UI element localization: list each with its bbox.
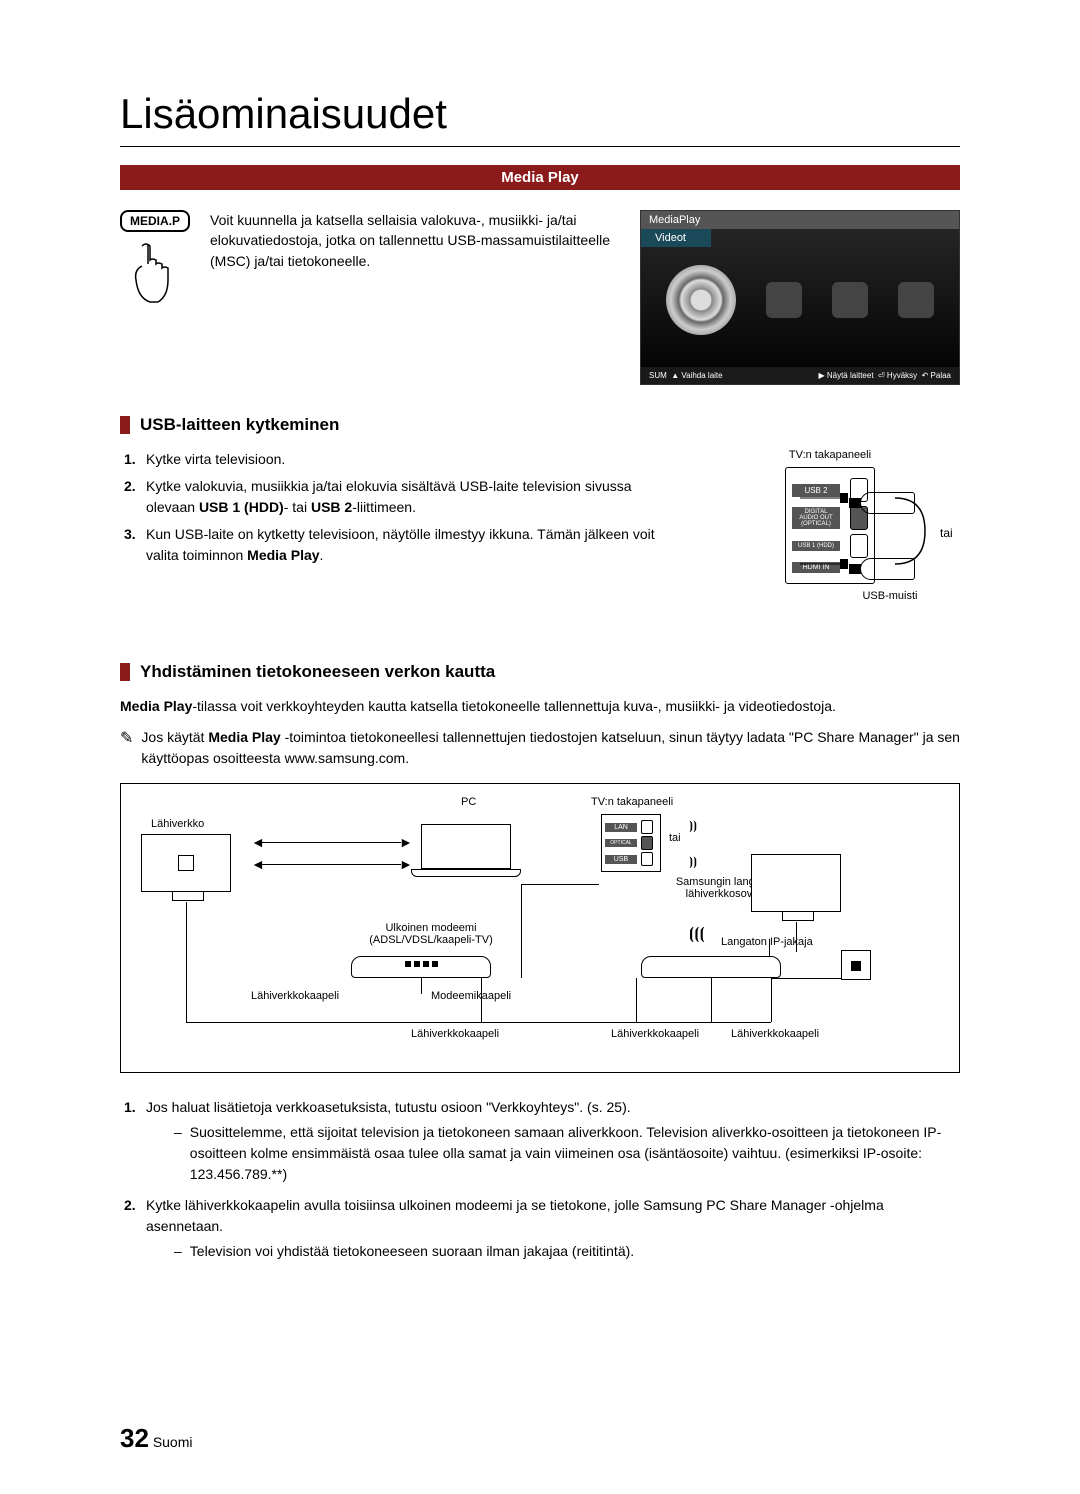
modem-icon bbox=[351, 956, 491, 978]
note-row: ✎ Jos käytät Media Play -toimintoa tieto… bbox=[120, 727, 960, 769]
lan-label: Lähiverkko bbox=[151, 818, 204, 830]
section-bar: Media Play bbox=[120, 165, 960, 190]
step-2: 2. Kytke valokuvia, musiikkia ja/tai elo… bbox=[124, 476, 680, 518]
wifi-icon: ⦘⦘ bbox=[689, 854, 697, 869]
wifi-icon: ⦘⦘ bbox=[689, 818, 697, 833]
net-step-1: 1. Jos haluat lisätietoja verkkoasetuksi… bbox=[124, 1097, 960, 1185]
tv-screenshot: MediaPlay Videot SUM ▲ Vaihda laite ▶ Nä… bbox=[640, 210, 960, 385]
media-icon-column: MEDIA.P bbox=[120, 210, 190, 385]
monitor-left-icon bbox=[141, 834, 231, 892]
laptop-icon bbox=[411, 824, 521, 884]
pc-label: PC bbox=[461, 796, 476, 808]
step-1: 1. Kytke virta televisioon. bbox=[124, 449, 680, 470]
net-step-2: 2. Kytke lähiverkkokaapelin avulla toisi… bbox=[124, 1195, 960, 1262]
tv-footer-left: SUM ▲ Vaihda laite bbox=[649, 371, 723, 380]
page-number: 32 Suomi bbox=[120, 1423, 193, 1454]
or-label: tai bbox=[669, 832, 681, 844]
lan-cable-label: Lähiverkkokaapeli bbox=[731, 1028, 819, 1040]
note-icon: ✎ bbox=[120, 727, 133, 769]
intro-text: Voit kuunnella ja katsella sellaisia val… bbox=[210, 210, 620, 385]
tv-sub: Videot bbox=[641, 229, 711, 247]
section-2-intro: Media Play-tilassa voit verkkoyhteyden k… bbox=[120, 696, 960, 717]
modem-label: Ulkoinen modeemi (ADSL/VDSL/kaapeli-TV) bbox=[341, 922, 521, 946]
usb-diagram: TV:n takapaneeli USB 2 DIGITAL AUDIO OUT… bbox=[700, 449, 960, 602]
film-reel-icon bbox=[666, 265, 736, 335]
panel-label: TV:n takapaneeli bbox=[591, 796, 673, 808]
panel-label: TV:n takapaneeli bbox=[700, 449, 960, 461]
tv-icons-row bbox=[641, 247, 959, 335]
arrow-right-icon: ► bbox=[399, 834, 413, 850]
tv-footer-right: ▶ Näytä laitteet ⏎ Hyväksy ↶ Palaa bbox=[818, 371, 951, 380]
settings-icon bbox=[898, 282, 934, 318]
arrow-right-icon: ► bbox=[399, 856, 413, 872]
usb-stick-icon bbox=[860, 492, 915, 514]
media-p-button: MEDIA.P bbox=[120, 210, 190, 232]
red-square-icon bbox=[120, 416, 130, 434]
usb-section-row: 1. Kytke virta televisioon. 2. Kytke val… bbox=[120, 449, 960, 602]
router-label: Langaton IP-jakaja bbox=[721, 936, 813, 948]
usb-stick-icon bbox=[860, 558, 915, 580]
music-icon bbox=[766, 282, 802, 318]
lan-cable-label: Lähiverkkokaapeli bbox=[411, 1028, 499, 1040]
red-square-icon bbox=[120, 663, 130, 681]
network-steps: 1. Jos haluat lisätietoja verkkoasetuksi… bbox=[120, 1097, 960, 1262]
lan-cable-label: Lähiverkkokaapeli bbox=[611, 1028, 699, 1040]
wifi-icon: ⦗⦗⦗ bbox=[689, 926, 705, 944]
tv-back-panel: LAN OPTICAL USB bbox=[601, 814, 661, 872]
modem-cable-label: Modeemikaapeli bbox=[431, 990, 511, 1002]
intro-row: MEDIA.P Voit kuunnella ja katsella sella… bbox=[120, 210, 960, 385]
lan-cable-label: Lähiverkkokaapeli bbox=[251, 990, 339, 1002]
photo-icon bbox=[832, 282, 868, 318]
wall-jack-icon bbox=[841, 950, 871, 980]
usb-instructions: 1. Kytke virta televisioon. 2. Kytke val… bbox=[120, 449, 680, 602]
router-icon bbox=[641, 956, 781, 978]
section-2-heading: Yhdistäminen tietokoneeseen verkon kautt… bbox=[120, 662, 960, 682]
tv-footer: SUM ▲ Vaihda laite ▶ Näytä laitteet ⏎ Hy… bbox=[641, 367, 959, 384]
hand-press-icon bbox=[120, 236, 180, 306]
tv-header: MediaPlay bbox=[641, 211, 959, 229]
or-label: tai bbox=[940, 526, 953, 540]
network-diagram: PC TV:n takapaneeli Lähiverkko LAN OPTIC… bbox=[120, 783, 960, 1073]
section-1-heading: USB-laitteen kytkeminen bbox=[120, 415, 960, 435]
monitor-right-icon bbox=[751, 854, 841, 912]
page-title: Lisäominaisuudet bbox=[120, 90, 960, 147]
step-3: 3. Kun USB-laite on kytketty televisioon… bbox=[124, 524, 680, 566]
